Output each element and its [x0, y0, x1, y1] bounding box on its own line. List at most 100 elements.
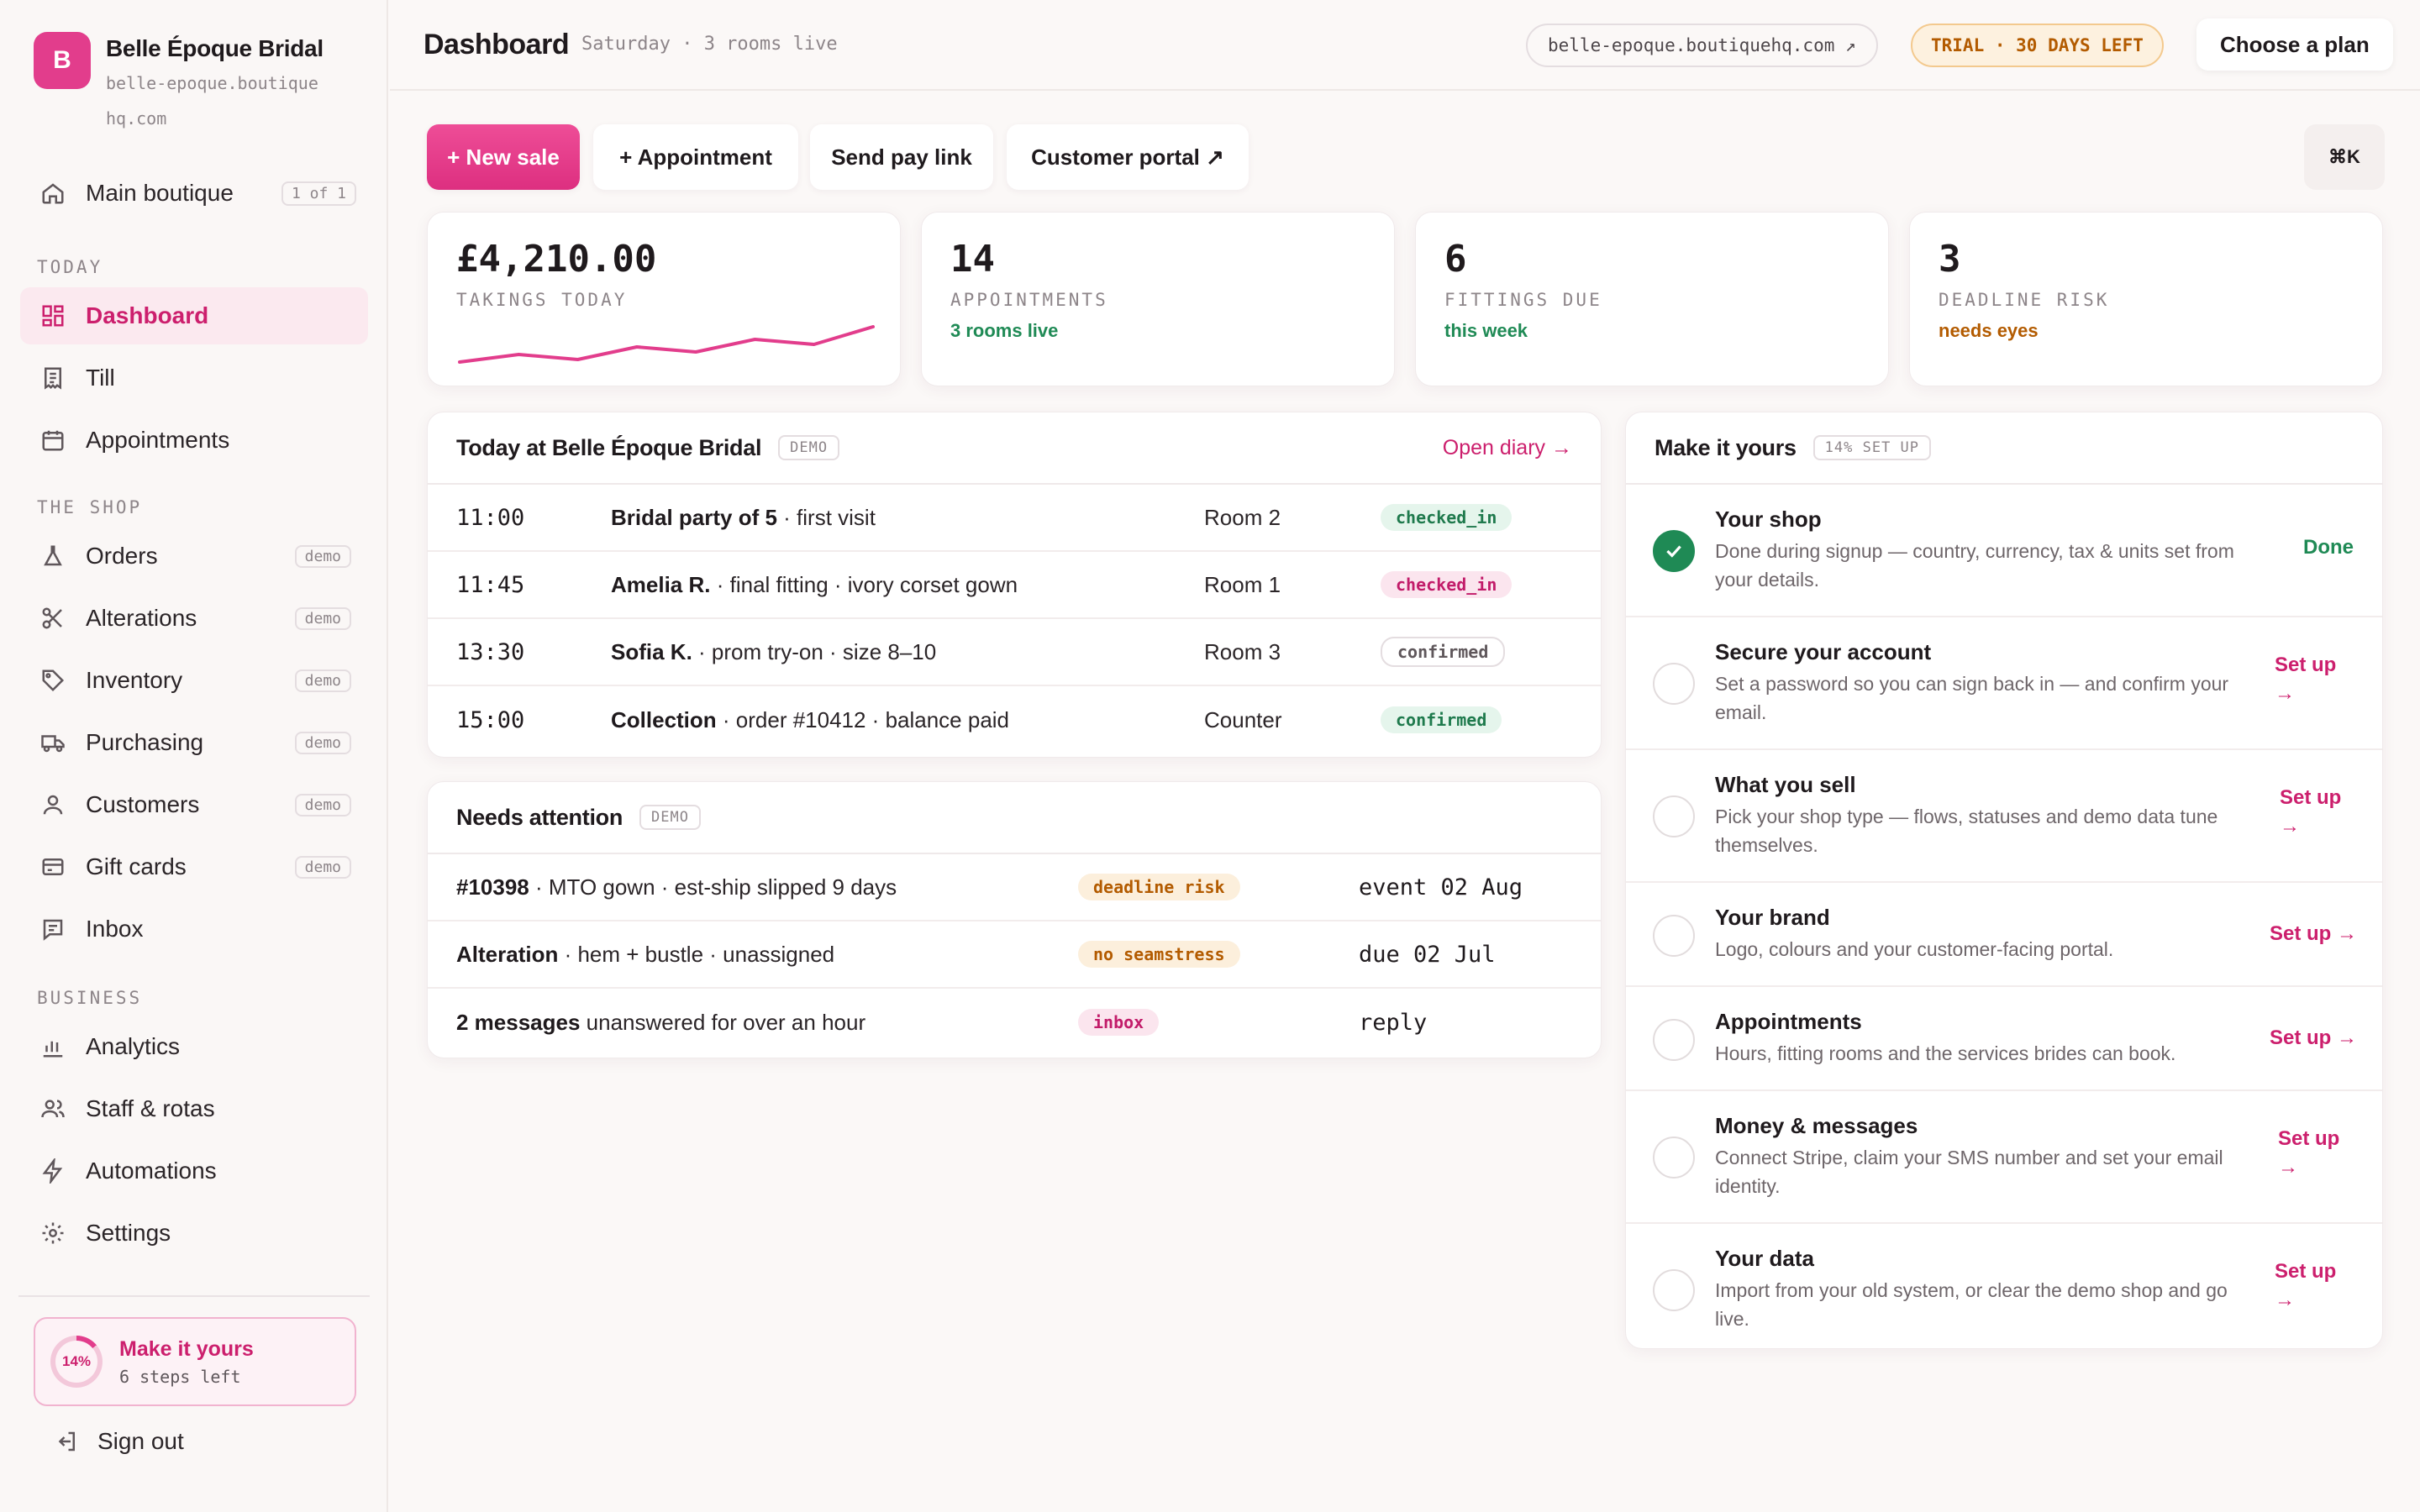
- appointment-row[interactable]: 13:30 Sofia K. · prom try-on · size 8–10…: [428, 619, 1601, 686]
- setup-step-button[interactable]: Set up →: [2275, 1260, 2337, 1311]
- attention-detail: · MTO gown · est-ship slipped 9 days: [529, 874, 897, 900]
- appointment-room: Room 1: [1204, 571, 1281, 597]
- setup-step-title: Appointments: [1715, 1009, 1862, 1034]
- appointment-name: Amelia R.: [611, 571, 711, 597]
- appointment-time: 11:45: [456, 571, 525, 598]
- stat-card-appointments[interactable]: 14 APPOINTMENTS 3 rooms live: [921, 212, 1395, 386]
- setup-step-desc: Import from your old system, or clear th…: [1715, 1279, 2228, 1330]
- bar-chart-icon: [40, 1034, 66, 1059]
- setup-step-secure-account[interactable]: Secure your account Set a password so yo…: [1626, 617, 2382, 750]
- circle-icon: [1653, 1269, 1695, 1311]
- sidebar-item-label: Customers: [86, 791, 200, 817]
- attention-name: Alteration: [456, 941, 559, 967]
- appointment-room: Room 3: [1204, 638, 1281, 664]
- location-switcher[interactable]: Main boutique 1 of 1: [20, 168, 356, 218]
- trial-badge[interactable]: TRIAL · 30 DAYS LEFT: [1911, 24, 2164, 67]
- stat-card-deadline-risk[interactable]: 3 DEADLINE RISK needs eyes: [1909, 212, 2383, 386]
- sidebar-item-automations[interactable]: Automations: [20, 1142, 368, 1200]
- user-icon: [40, 792, 66, 817]
- setup-step-your-data[interactable]: Your data Import from your old system, o…: [1626, 1224, 2382, 1348]
- circle-icon: [1653, 795, 1695, 837]
- command-palette-button[interactable]: ⌘K: [2304, 124, 2385, 190]
- today-panel: Today at Belle Époque Bridal DEMO Open d…: [427, 412, 1602, 758]
- stat-label: APPOINTMENTS: [950, 290, 1108, 310]
- attention-row[interactable]: 2 messages unanswered for over an hour i…: [428, 989, 1601, 1056]
- setup-step-your-shop[interactable]: Your shop Done during signup — country, …: [1626, 485, 2382, 617]
- stat-card-fittings[interactable]: 6 FITTINGS DUE this week: [1415, 212, 1889, 386]
- sidebar-item-staff-rotas[interactable]: Staff & rotas: [20, 1080, 368, 1137]
- sidebar-item-appointments[interactable]: Appointments: [20, 412, 368, 469]
- attention-row[interactable]: #10398 · MTO gown · est-ship slipped 9 d…: [428, 854, 1601, 921]
- stat-note: 3 rooms live: [950, 320, 1059, 341]
- new-appointment-button[interactable]: + Appointment: [593, 124, 798, 190]
- attention-detail: unanswered for over an hour: [580, 1009, 866, 1035]
- lightning-icon: [40, 1158, 66, 1184]
- appointment-name: Collection: [611, 706, 717, 732]
- demo-tag: DEMO: [778, 435, 840, 460]
- sidebar-item-label: Alterations: [86, 605, 197, 631]
- domain-link[interactable]: belle-epoque.boutiquehq.com ↗: [1526, 24, 1878, 67]
- setup-progress-tag: 14% SET UP: [1812, 435, 1932, 460]
- sidebar-item-alterations[interactable]: Alterations demo: [20, 590, 368, 647]
- stat-card-takings[interactable]: £4,210.00 TAKINGS TODAY: [427, 212, 901, 386]
- setup-step-your-brand[interactable]: Your brand Logo, colours and your custom…: [1626, 883, 2382, 987]
- sidebar-item-label: Analytics: [86, 1033, 181, 1059]
- appointment-detail: · final fitting · ivory corset gown: [710, 571, 1018, 597]
- appointment-row[interactable]: 11:00 Bridal party of 5 · first visit Ro…: [428, 485, 1601, 552]
- sidebar-item-gift-cards[interactable]: Gift cards demo: [20, 838, 368, 895]
- setup-step-button[interactable]: Set up →: [2278, 1127, 2340, 1179]
- setup-step-button[interactable]: Set up →: [2280, 786, 2342, 837]
- brand-logo: B: [34, 32, 91, 89]
- setup-step-what-you-sell[interactable]: What you sell Pick your shop type — flow…: [1626, 750, 2382, 883]
- page-subtitle: Saturday · 3 rooms live: [581, 34, 838, 55]
- stat-label: TAKINGS TODAY: [456, 290, 628, 310]
- page-title: Dashboard: [424, 29, 570, 60]
- setup-step-button[interactable]: Set up →: [2270, 922, 2358, 945]
- open-diary-link[interactable]: Open diary →: [1442, 435, 1572, 459]
- top-bar: Dashboard Saturday · 3 rooms live belle-…: [390, 0, 2420, 91]
- attention-name: #10398: [456, 874, 529, 900]
- new-sale-button[interactable]: + New sale: [427, 124, 580, 190]
- customer-portal-button[interactable]: Customer portal ↗: [1007, 124, 1249, 190]
- sidebar-item-inventory[interactable]: Inventory demo: [20, 652, 368, 709]
- sidebar-item-till[interactable]: Till: [20, 349, 368, 407]
- check-icon: [1653, 530, 1695, 572]
- status-badge: confirmed: [1381, 706, 1502, 733]
- sidebar-item-label: Automations: [86, 1158, 217, 1184]
- setup-step-money-messages[interactable]: Money & messages Connect Stripe, claim y…: [1626, 1091, 2382, 1224]
- message-icon: [40, 916, 66, 942]
- sidebar-item-customers[interactable]: Customers demo: [20, 776, 368, 833]
- panel-header: Make it yours 14% SET UP: [1626, 412, 2382, 485]
- setup-progress-card[interactable]: 14% Make it yours 6 steps left: [34, 1317, 356, 1406]
- setup-step-button[interactable]: Set up →: [2275, 654, 2337, 705]
- appointment-detail: · prom try-on · size 8–10: [692, 638, 937, 664]
- stat-note: this week: [1444, 320, 1528, 341]
- demo-badge: demo: [294, 855, 351, 879]
- setup-step-desc: Logo, colours and your customer-facing p…: [1715, 938, 2114, 960]
- appointment-name: Bridal party of 5: [611, 504, 777, 530]
- setup-step-appointments[interactable]: Appointments Hours, fitting rooms and th…: [1626, 987, 2382, 1091]
- sidebar-item-analytics[interactable]: Analytics: [20, 1018, 368, 1075]
- sidebar-item-label: Inbox: [86, 916, 144, 942]
- setup-step-button[interactable]: Set up →: [2270, 1026, 2358, 1049]
- sidebar-item-orders[interactable]: Orders demo: [20, 528, 368, 585]
- appointment-time: 11:00: [456, 504, 525, 531]
- setup-step-title: Your data: [1715, 1246, 1814, 1271]
- sidebar-item-dashboard[interactable]: Dashboard: [20, 287, 368, 344]
- attention-row[interactable]: Alteration · hem + bustle · unassigned n…: [428, 921, 1601, 989]
- appointment-row[interactable]: 11:45 Amelia R. · final fitting · ivory …: [428, 552, 1601, 619]
- sidebar-item-purchasing[interactable]: Purchasing demo: [20, 714, 368, 771]
- choose-plan-button[interactable]: Choose a plan: [2196, 18, 2393, 71]
- appointment-detail: · order #10412 · balance paid: [716, 706, 1010, 732]
- sign-out-button[interactable]: Sign out: [54, 1428, 184, 1455]
- sidebar-item-inbox[interactable]: Inbox: [20, 900, 368, 958]
- send-pay-link-button[interactable]: Send pay link: [810, 124, 993, 190]
- dashboard-icon: [40, 303, 66, 328]
- attention-due: event 02 Aug: [1359, 874, 1523, 900]
- stat-value: 14: [950, 238, 995, 281]
- appointment-row[interactable]: 15:00 Collection · order #10412 · balanc…: [428, 686, 1601, 753]
- brand[interactable]: B Belle Époque Bridal belle-epoque.bouti…: [34, 32, 324, 136]
- panel-header: Needs attention DEMO: [428, 782, 1601, 854]
- sidebar-item-settings[interactable]: Settings: [20, 1205, 368, 1262]
- panel-title: Today at Belle Époque Bridal: [456, 434, 762, 460]
